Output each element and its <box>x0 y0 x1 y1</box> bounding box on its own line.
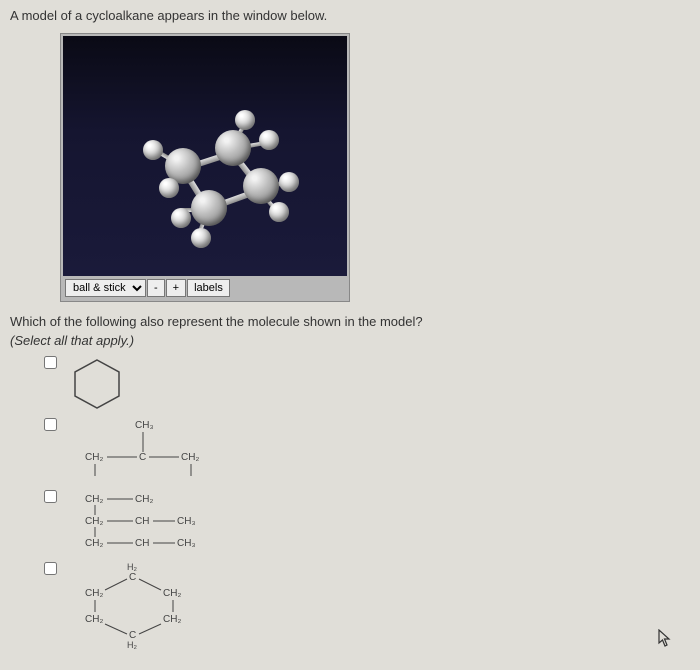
hydrogen-atom <box>279 172 299 192</box>
svg-text:CH₂: CH₂ <box>135 494 153 505</box>
cursor-icon <box>658 629 674 652</box>
hydrogen-atom <box>269 202 289 222</box>
carbon-atom <box>191 190 227 226</box>
svg-text:H₂: H₂ <box>127 562 137 572</box>
hydrogen-atom <box>191 228 211 248</box>
svg-text:CH₃: CH₃ <box>177 538 196 549</box>
options-list: CH₃ CH₂ C CH₂ CH₂ CH₂ CH₂ <box>10 354 690 650</box>
svg-text:CH₂: CH₂ <box>85 516 103 527</box>
hydrogen-atom <box>159 178 179 198</box>
option-3-checkbox[interactable] <box>44 490 57 503</box>
option-4: H₂ C CH₂ CH₂ CH₂ CH₂ C H₂ <box>10 560 690 650</box>
zoom-in-button[interactable]: + <box>166 279 186 297</box>
question-text: Which of the following also represent th… <box>10 314 690 329</box>
option-3-structure: CH₂ CH₂ CH₂ CH CH₃ CH₂ CH CH₃ <box>67 488 257 558</box>
select-note: (Select all that apply.) <box>10 333 690 348</box>
svg-text:CH₃: CH₃ <box>135 420 154 431</box>
svg-text:CH: CH <box>135 538 149 549</box>
hydrogen-atom <box>171 208 191 228</box>
svg-text:CH₂: CH₂ <box>163 588 181 599</box>
svg-text:H₂: H₂ <box>127 640 137 650</box>
carbon-atom <box>215 130 251 166</box>
instruction-text: A model of a cycloalkane appears in the … <box>10 8 690 23</box>
view-mode-select[interactable]: ball & stick <box>65 279 146 297</box>
svg-text:CH₂: CH₂ <box>85 588 103 599</box>
svg-text:CH₂: CH₂ <box>85 538 103 549</box>
svg-text:C: C <box>139 452 146 463</box>
hydrogen-atom <box>259 130 279 150</box>
option-4-checkbox[interactable] <box>44 562 57 575</box>
option-2-structure: CH₃ CH₂ C CH₂ <box>67 416 227 486</box>
option-1-structure <box>67 354 127 414</box>
option-2-checkbox[interactable] <box>44 418 57 431</box>
svg-text:CH₂: CH₂ <box>181 452 199 463</box>
model-canvas[interactable] <box>63 36 347 276</box>
hydrogen-atom <box>143 140 163 160</box>
hydrogen-atom <box>235 110 255 130</box>
option-4-structure: H₂ C CH₂ CH₂ CH₂ CH₂ C H₂ <box>67 560 207 650</box>
option-3: CH₂ CH₂ CH₂ CH CH₃ CH₂ CH CH₃ <box>10 488 690 558</box>
carbon-atom <box>243 168 279 204</box>
svg-text:CH₂: CH₂ <box>163 614 181 625</box>
svg-text:CH₂: CH₂ <box>85 452 103 463</box>
svg-text:CH₃: CH₃ <box>177 516 196 527</box>
svg-text:C: C <box>129 572 136 583</box>
option-1-checkbox[interactable] <box>44 356 57 369</box>
zoom-out-button[interactable]: - <box>147 279 165 297</box>
svg-text:CH₂: CH₂ <box>85 614 103 625</box>
option-2: CH₃ CH₂ C CH₂ <box>10 416 690 486</box>
svg-text:CH₂: CH₂ <box>85 494 103 505</box>
labels-button[interactable]: labels <box>187 279 230 297</box>
svg-text:CH: CH <box>135 516 149 527</box>
model-controls: ball & stick - + labels <box>63 276 347 299</box>
model-viewer: ball & stick - + labels <box>60 33 350 302</box>
option-1 <box>10 354 690 414</box>
